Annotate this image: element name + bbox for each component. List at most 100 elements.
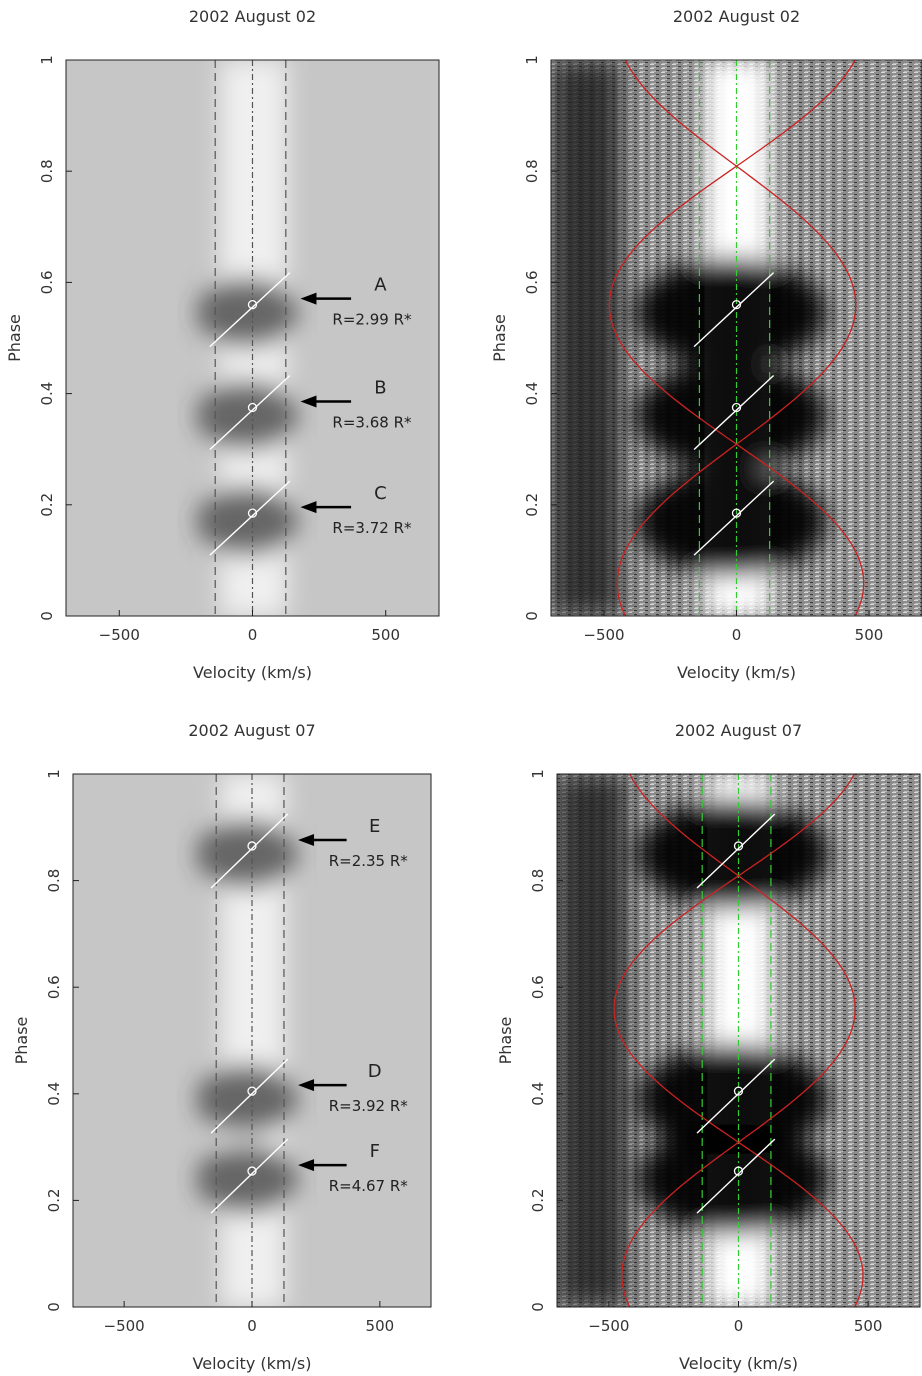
feature-track	[209, 272, 291, 348]
x-tick-label: −500	[99, 626, 140, 644]
feature-arrowhead	[298, 1159, 315, 1172]
x-tick-label: 500	[371, 626, 400, 644]
y-tick-label: 0.4	[529, 1082, 547, 1106]
x-axis-label: Velocity (km/s)	[679, 1354, 798, 1373]
y-tick-label: 0	[523, 611, 541, 621]
x-axis-label: Velocity (km/s)	[193, 663, 312, 682]
y-tick-label: 0.8	[38, 159, 56, 183]
sinusoid-curve	[613, 774, 864, 1307]
y-tick-label: 0.6	[38, 270, 56, 294]
y-axis-label: Phase	[496, 1017, 515, 1065]
y-tick-label: 0.8	[45, 869, 63, 893]
y-tick-label: 0.8	[523, 159, 541, 183]
x-tick-label: 500	[855, 626, 884, 644]
feature-arrowhead	[300, 395, 317, 408]
y-axis-label: Phase	[12, 1017, 31, 1065]
panel-4: −500 0 500 0 0.2 0.4 0.6 0.8 1 2002 August 07 Velo…	[496, 721, 921, 1373]
spectrum-image	[66, 60, 439, 616]
feature-track	[696, 813, 776, 889]
feature-radius: R=4.67 R*	[329, 1177, 409, 1195]
feature-track	[696, 1138, 776, 1214]
y-tick-label: 0.6	[529, 975, 547, 999]
feature-radius: R=3.72 R*	[332, 519, 412, 537]
sinusoid-curve	[616, 60, 857, 616]
y-tick-label: 0	[529, 1302, 547, 1312]
panel-title: 2002 August 07	[188, 721, 315, 740]
y-axis-label: Phase	[490, 314, 509, 362]
y-tick-label: 0.8	[529, 869, 547, 893]
y-tick-label: 0.2	[523, 493, 541, 517]
sinusoid-curve	[608, 60, 865, 616]
feature-arrowhead	[298, 1079, 315, 1092]
x-tick-label: 0	[734, 1317, 744, 1335]
y-tick-label: 0.4	[45, 1082, 63, 1106]
feature-letter: D	[368, 1061, 382, 1082]
feature-radius: R=2.99 R*	[332, 311, 412, 329]
dark-wing-left	[557, 774, 627, 1307]
x-tick-label: 0	[247, 1317, 257, 1335]
y-tick-label: 0.2	[529, 1188, 547, 1212]
feature-track	[693, 480, 775, 556]
feature-arrowhead	[300, 501, 317, 514]
feature-marker	[247, 841, 257, 851]
feature-marker	[731, 508, 742, 518]
feature-marker	[247, 508, 258, 518]
feature-marker	[731, 402, 742, 413]
y-tick-label: 1	[38, 55, 56, 65]
feature-marker	[247, 402, 258, 413]
x-tick-label: 500	[854, 1317, 883, 1335]
y-tick-label: 0	[45, 1302, 63, 1312]
y-tick-label: 0.6	[523, 270, 541, 294]
feature-marker	[733, 1166, 744, 1176]
panel-title: 2002 August 07	[675, 721, 802, 740]
feature-track	[696, 1058, 776, 1134]
y-tick-label: 0.2	[45, 1188, 63, 1212]
feature-letter: C	[374, 483, 387, 504]
spectrum-image	[73, 774, 431, 1307]
feature-letter: B	[374, 378, 386, 399]
y-tick-label: 0	[38, 611, 56, 621]
feature-letter: E	[369, 816, 380, 837]
y-tick-label: 1	[523, 55, 541, 65]
feature-track	[693, 272, 775, 348]
sinusoid-curve	[621, 774, 856, 1307]
feature-arrowhead	[300, 292, 317, 305]
feature-marker	[733, 841, 744, 851]
feature-arrowhead	[298, 833, 315, 846]
y-tick-label: 0.6	[45, 975, 63, 999]
feature-track	[210, 813, 289, 889]
feature-track	[210, 1058, 289, 1134]
dark-wing-left	[551, 60, 621, 616]
spectrum-image	[557, 774, 920, 1307]
panel-title: 2002 August 02	[189, 7, 316, 26]
feature-marker	[247, 1086, 257, 1096]
feature-radius: R=2.35 R*	[329, 852, 409, 870]
y-tick-label: 0.2	[38, 493, 56, 517]
feature-letter: F	[370, 1141, 380, 1162]
x-axis-label: Velocity (km/s)	[677, 663, 796, 682]
x-tick-label: −500	[104, 1317, 145, 1335]
x-tick-label: −500	[583, 626, 624, 644]
y-axis-label: Phase	[5, 314, 24, 362]
panel-1: −500 0 500 0 0.2 0.4 0.6 0.8 1 2002 August 02 Velo…	[5, 7, 440, 682]
feature-radius: R=3.68 R*	[332, 414, 412, 432]
feature-track	[210, 1138, 289, 1214]
feature-marker	[731, 299, 742, 310]
x-tick-label: 0	[732, 626, 742, 644]
spectrum-image	[551, 60, 922, 616]
feature-marker	[247, 1166, 257, 1176]
y-tick-label: 0.4	[523, 382, 541, 406]
emission-blobs	[551, 60, 827, 616]
x-tick-label: 500	[366, 1317, 395, 1335]
x-tick-label: −500	[588, 1317, 629, 1335]
x-tick-label: 0	[248, 626, 258, 644]
feature-track	[209, 480, 291, 556]
feature-marker	[733, 1086, 744, 1096]
feature-track	[209, 374, 291, 451]
feature-track	[693, 374, 775, 451]
y-tick-label: 0.4	[38, 382, 56, 406]
emission-blobs	[197, 60, 298, 616]
feature-letter: A	[374, 275, 387, 296]
y-tick-label: 1	[529, 769, 547, 779]
